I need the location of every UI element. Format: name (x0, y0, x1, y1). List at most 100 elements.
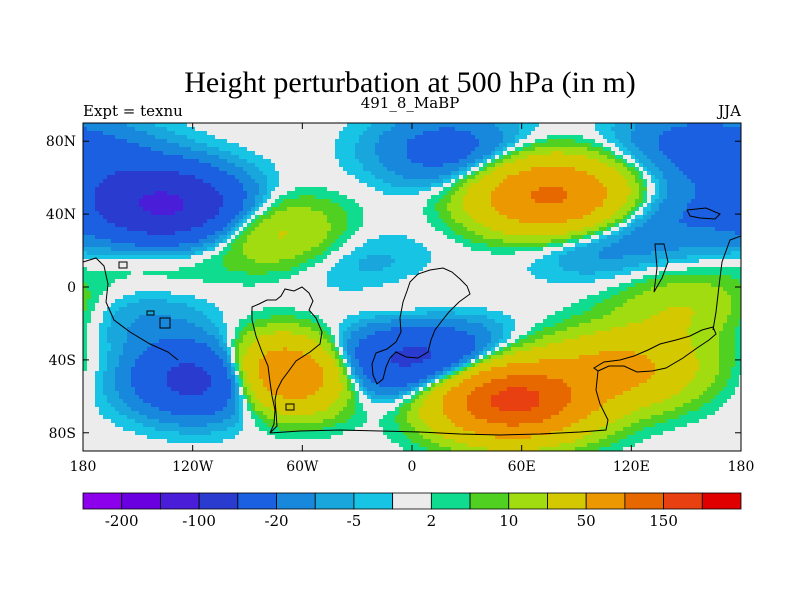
field-cell (563, 211, 568, 216)
field-cell (467, 135, 472, 140)
field-cell (143, 123, 148, 128)
field-cell (147, 199, 152, 204)
field-cell (95, 195, 100, 200)
field-cell (591, 195, 596, 200)
field-cell (223, 127, 228, 132)
field-cell (303, 207, 308, 212)
field-cell (619, 195, 624, 200)
field-cell (727, 135, 732, 140)
field-cell (175, 235, 180, 240)
field-cell (503, 187, 508, 192)
field-cell (303, 215, 308, 220)
field-cell (575, 127, 580, 132)
field-cell (447, 123, 452, 128)
field-cell (231, 211, 236, 216)
field-cell (95, 239, 100, 244)
field-cell (399, 167, 404, 172)
field-cell (91, 199, 96, 204)
field-cell (211, 143, 216, 148)
field-cell (163, 159, 168, 164)
field-cell (655, 143, 660, 148)
field-cell (95, 179, 100, 184)
field-cell (211, 183, 216, 188)
field-cell (683, 231, 688, 236)
field-cell (539, 163, 544, 168)
field-cell (739, 219, 741, 224)
field-cell (715, 135, 720, 140)
field-cell (703, 163, 708, 168)
field-cell (551, 127, 556, 132)
field-cell (315, 147, 320, 152)
field-cell (671, 195, 676, 200)
field-cell (95, 199, 100, 204)
field-cell (159, 179, 164, 184)
field-cell (727, 147, 732, 152)
field-cell (143, 143, 148, 148)
field-cell (627, 195, 632, 200)
field-cell (643, 135, 648, 140)
field-cell (127, 243, 132, 248)
field-cell (655, 187, 660, 192)
field-cell (591, 235, 596, 240)
field-cell (491, 155, 496, 160)
field-cell (139, 135, 144, 140)
field-cell (267, 131, 272, 136)
field-cell (635, 207, 640, 212)
field-cell (503, 199, 508, 204)
field-cell (527, 179, 532, 184)
field-cell (611, 231, 616, 236)
field-cell (495, 123, 500, 128)
field-cell (723, 167, 728, 172)
field-cell (527, 227, 532, 232)
field-cell (315, 163, 320, 168)
field-cell (407, 223, 412, 228)
field-cell (131, 243, 136, 248)
field-cell (211, 187, 216, 192)
field-cell (143, 139, 148, 144)
field-cell (687, 187, 692, 192)
field-cell (311, 211, 316, 216)
field-cell (363, 195, 368, 200)
field-cell (675, 183, 680, 188)
field-cell (115, 231, 120, 236)
field-cell (559, 183, 564, 188)
field-cell (507, 175, 512, 180)
field-cell (367, 163, 372, 168)
field-cell (611, 207, 616, 212)
field-cell (275, 191, 280, 196)
field-cell (351, 227, 356, 232)
field-cell (487, 155, 492, 160)
field-cell (319, 219, 324, 224)
field-cell (663, 183, 668, 188)
field-cell (367, 143, 372, 148)
field-cell (355, 135, 360, 140)
field-cell (607, 155, 612, 160)
field-cell (135, 215, 140, 220)
field-cell (675, 199, 680, 204)
field-cell (647, 191, 652, 196)
field-cell (391, 211, 396, 216)
field-cell (695, 127, 700, 132)
field-cell (183, 163, 188, 168)
field-cell (591, 163, 596, 168)
field-cell (259, 127, 264, 132)
field-cell (423, 203, 428, 208)
field-cell (199, 231, 204, 236)
field-cell (359, 151, 364, 156)
field-cell (123, 151, 128, 156)
field-cell (327, 167, 332, 172)
field-cell (491, 183, 496, 188)
field-cell (159, 143, 164, 148)
field-cell (683, 143, 688, 148)
field-cell (327, 191, 332, 196)
field-cell (575, 203, 580, 208)
field-cell (595, 215, 600, 220)
field-cell (635, 183, 640, 188)
field-cell (563, 163, 568, 168)
field-cell (499, 167, 504, 172)
field-cell (555, 227, 560, 232)
field-cell (287, 235, 292, 240)
field-cell (215, 139, 220, 144)
field-cell (315, 143, 320, 148)
field-cell (335, 147, 340, 152)
